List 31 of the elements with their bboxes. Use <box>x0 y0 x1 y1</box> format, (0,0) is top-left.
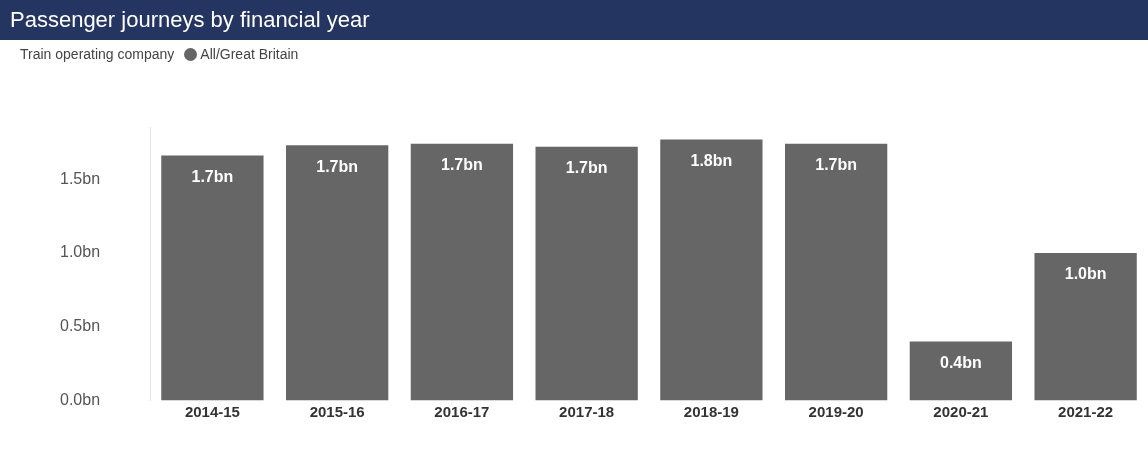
x-tick-label: 2014-15 <box>184 402 240 420</box>
x-tick-label: 2018-19 <box>683 402 739 420</box>
chart-title: Passenger journeys by financial year <box>0 0 1148 40</box>
data-label: 1.7bn <box>191 168 234 186</box>
bar <box>286 145 389 401</box>
x-tick-label: 2021-22 <box>1058 402 1114 420</box>
bar <box>410 143 514 401</box>
bar <box>784 143 888 401</box>
data-label: 1.7bn <box>441 156 483 174</box>
data-label: 1.7bn <box>316 157 359 175</box>
bar <box>161 155 264 401</box>
legend-title: Train operating company <box>20 46 175 62</box>
bar <box>1034 252 1137 401</box>
y-tick-label: 0.5bn <box>59 317 101 335</box>
x-tick-label: 2019-20 <box>808 402 864 420</box>
data-label: 1.8bn <box>690 151 733 169</box>
data-label: 1.7bn <box>565 159 608 177</box>
bar <box>660 139 763 401</box>
x-tick-label: 2020-21 <box>933 402 989 420</box>
data-label: 0.4bn <box>939 353 982 371</box>
x-tick-label: 2017-18 <box>559 402 615 420</box>
legend-label: All/Great Britain <box>200 46 299 62</box>
y-tick-label: 1.5bn <box>59 169 101 187</box>
x-tick-label: 2015-16 <box>309 402 365 420</box>
data-label: 1.7bn <box>815 156 858 174</box>
x-tick-label: 2016-17 <box>434 402 490 420</box>
bar <box>535 146 638 401</box>
y-tick-label: 1.0bn <box>59 243 101 261</box>
data-label: 1.0bn <box>1064 265 1107 283</box>
y-tick-label: 0.0bn <box>59 390 101 408</box>
bar <box>909 341 1013 401</box>
